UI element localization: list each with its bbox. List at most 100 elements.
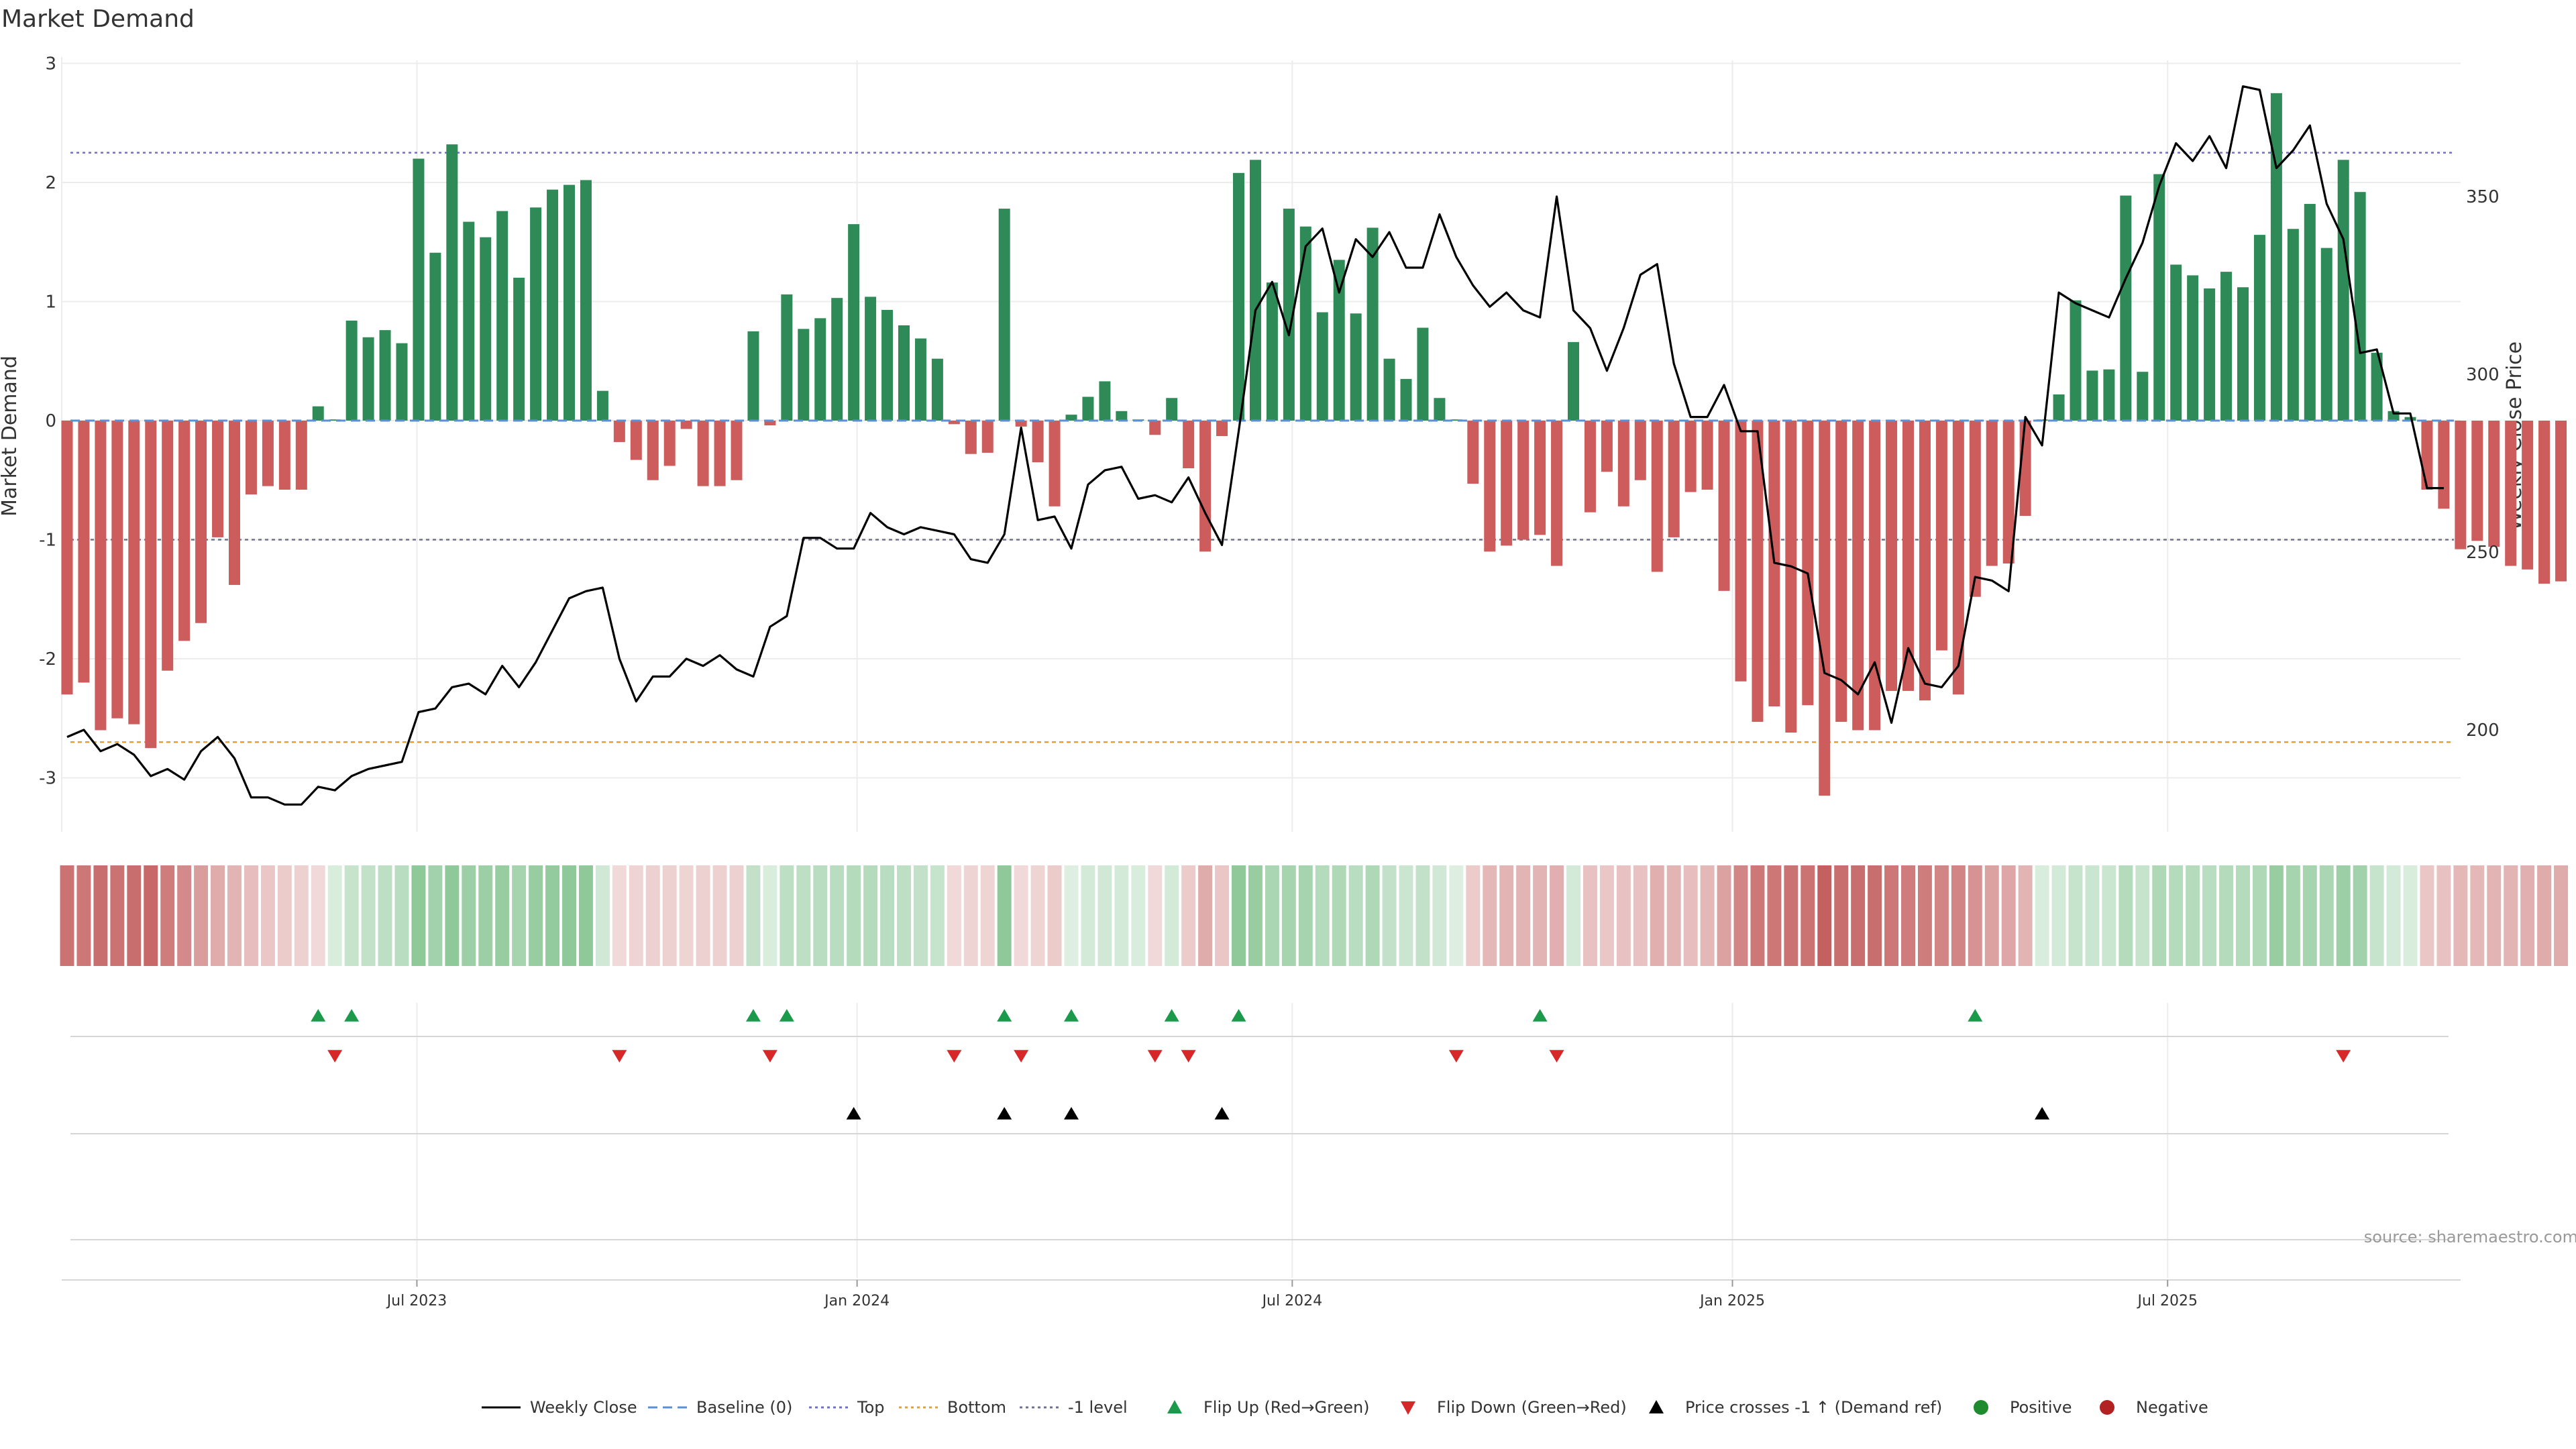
heat-cell (2202, 865, 2217, 966)
demand-bar (1032, 421, 1044, 463)
heat-cell (411, 865, 426, 966)
heat-cell (60, 865, 74, 966)
demand-bar (547, 189, 559, 421)
flip-down-marker (1014, 1050, 1029, 1063)
source-note: source: sharemaestro.com (2364, 1228, 2576, 1246)
heat-cell (2219, 865, 2234, 966)
demand-bar (1501, 421, 1513, 546)
demand-bar (1283, 209, 1295, 421)
demand-bar (1383, 358, 1395, 421)
demand-bar (914, 338, 926, 421)
flip-down-marker (1181, 1050, 1196, 1063)
demand-bar (329, 419, 341, 421)
heat-cell (1165, 865, 1179, 966)
demand-bar (1935, 421, 1947, 651)
heat-cell (662, 865, 677, 966)
heat-cell (1616, 865, 1631, 966)
heat-cell (177, 865, 192, 966)
demand-bar (262, 421, 274, 486)
legend-label: -1 level (1068, 1398, 1128, 1417)
demand-bar (2187, 275, 2199, 421)
signal-markers (62, 1009, 2461, 1281)
heat-cell (1566, 865, 1580, 966)
demand-heat-strip (60, 865, 2569, 966)
flip-up-marker (311, 1009, 326, 1022)
legend-label: Price crosses -1 ↑ (Demand ref) (1685, 1398, 1942, 1417)
demand-bar (413, 158, 425, 421)
flip-down-marker (947, 1050, 962, 1063)
heat-cell (294, 865, 309, 966)
heat-cell (1232, 865, 1246, 966)
demand-bar (647, 421, 659, 480)
legend-label: Flip Down (Green→Red) (1437, 1398, 1627, 1417)
flip-down-marker (762, 1050, 777, 1063)
demand-bar (697, 421, 709, 486)
heat-cell (1114, 865, 1129, 966)
flip-up-marker (344, 1009, 360, 1022)
heat-cell (2554, 865, 2569, 966)
demand-bar (1316, 312, 1328, 421)
demand-bar (1434, 398, 1446, 421)
x-ticks: Jul 2023 Jan 2024 Jul 2024 Jan 2025 Jul 2025 (386, 1280, 2198, 1309)
flip-up-marker (1064, 1009, 1079, 1022)
heat-cell (1248, 865, 1263, 966)
heat-cell (2369, 865, 2384, 966)
heat-cell (830, 865, 845, 966)
demand-bar (630, 421, 642, 460)
demand-bar (1183, 421, 1195, 468)
demand-bar (2120, 195, 2132, 421)
demand-bar (2220, 272, 2233, 421)
heat-cell (2018, 865, 2033, 966)
heat-cell (1198, 865, 1213, 966)
heat-cell (2152, 865, 2167, 966)
demand-bar (513, 278, 525, 421)
legend-swatch (2100, 1400, 2114, 1415)
legend-label: Positive (2010, 1398, 2072, 1417)
flip-up-marker (1231, 1009, 1246, 1022)
heat-cell (645, 865, 660, 966)
heat-cell (1599, 865, 1614, 966)
demand-bar (496, 211, 508, 421)
heat-cell (1984, 865, 1999, 966)
heat-cell (2085, 865, 2100, 966)
heat-cell (1851, 865, 1866, 966)
heat-cell (428, 865, 443, 966)
demand-bar (530, 207, 542, 421)
demand-bar (998, 209, 1010, 421)
heat-cell (2353, 865, 2367, 966)
price-cross-marker (1064, 1107, 1079, 1120)
demand-bar (2103, 369, 2115, 421)
demand-bars (61, 93, 2567, 796)
demand-bar (1617, 421, 1629, 506)
demand-bar (1015, 421, 1027, 427)
heat-cell (1868, 865, 1882, 966)
flip-up-marker (1968, 1009, 1983, 1022)
heat-cell (763, 865, 777, 966)
price-cross-marker (997, 1107, 1012, 1120)
flip-up-marker (745, 1009, 761, 1022)
heat-cell (562, 865, 576, 966)
chart-title: Market Demand (1, 5, 195, 33)
heat-cell (696, 865, 710, 966)
demand-bar (195, 421, 207, 623)
heat-cell (1281, 865, 1296, 966)
heat-cell (545, 865, 560, 966)
legend: Weekly Close Baseline (0) Top Bottom -1 leve… (482, 1398, 2208, 1417)
demand-bar (1467, 421, 1479, 484)
heat-cell (110, 865, 125, 966)
heat-cell (863, 865, 878, 966)
heat-cell (1582, 865, 1597, 966)
heat-cell (1516, 865, 1531, 966)
heat-cell (1014, 865, 1028, 966)
heat-cell (813, 865, 828, 966)
demand-bar (814, 318, 826, 421)
demand-bar (1517, 421, 1529, 540)
demand-bar (2137, 372, 2149, 421)
demand-bar (2371, 352, 2383, 421)
heat-cell (144, 865, 158, 966)
demand-bar (1534, 421, 1546, 535)
heat-cell (1030, 865, 1045, 966)
demand-bar (580, 180, 592, 421)
demand-bar (2555, 421, 2567, 582)
heat-cell (1817, 865, 1832, 966)
